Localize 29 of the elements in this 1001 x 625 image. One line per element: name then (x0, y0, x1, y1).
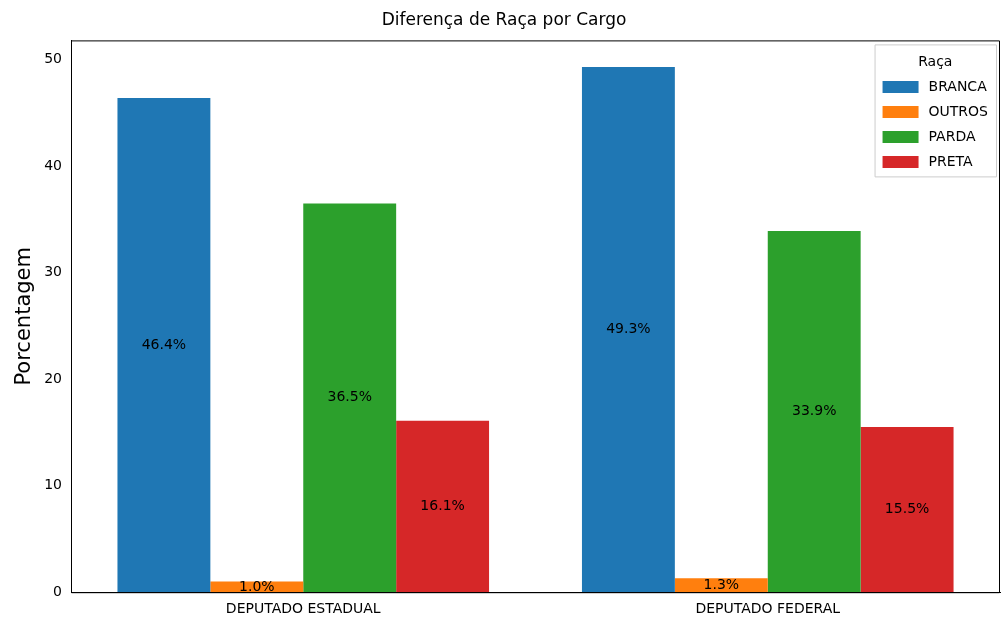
y-tick-label: 30 (44, 263, 63, 280)
y-axis-title: Porcentagem (11, 247, 36, 386)
data-label: 1.0% (239, 577, 275, 594)
data-label: 1.3% (703, 575, 740, 592)
legend-label: OUTROS (928, 102, 989, 119)
chart-title: Diferença de Raça por Cargo (381, 8, 627, 29)
y-tick-label: 10 (44, 476, 63, 493)
legend-label: PRETA (928, 152, 974, 169)
bar (581, 67, 675, 593)
x-tick-label: DEPUTADO ESTADUAL (225, 600, 381, 617)
bar (860, 427, 954, 593)
y-tick-label: 40 (44, 156, 63, 173)
data-label: 46.4% (141, 335, 187, 352)
data-label: 49.3% (606, 320, 651, 337)
data-label: 15.5% (884, 500, 930, 517)
data-label: 33.9% (791, 402, 837, 419)
legend-title: Raça (918, 53, 953, 70)
legend-label: PARDA (928, 127, 976, 144)
bar (303, 203, 397, 593)
bar (767, 231, 861, 593)
data-label: 16.1% (420, 497, 465, 514)
bar (396, 420, 490, 593)
y-tick-label: 0 (53, 582, 63, 599)
y-tick-label: 20 (44, 369, 63, 386)
y-tick-label: 50 (44, 50, 63, 67)
x-tick-label: DEPUTADO FEDERAL (695, 600, 841, 617)
data-label: 36.5% (327, 388, 372, 405)
bar (117, 97, 211, 593)
legend-label: BRANCA (928, 77, 988, 94)
